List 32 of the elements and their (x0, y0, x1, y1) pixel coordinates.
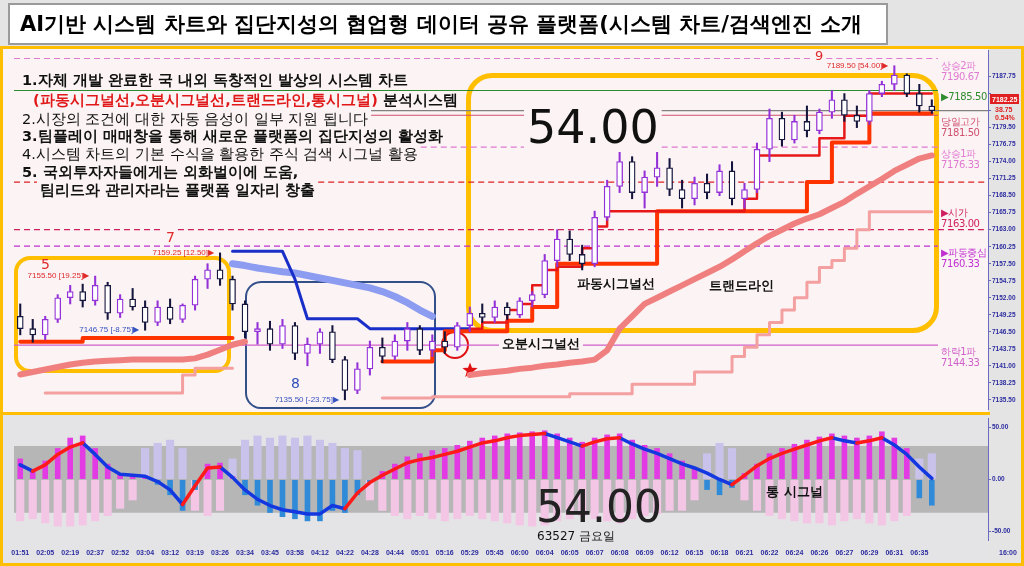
annotation: 8 (291, 375, 300, 391)
annotation: 7 (166, 229, 175, 245)
annotation: 7159.25 [12.50]▶ (152, 248, 216, 258)
annotation: 2.시장의 조건에 대한 자동 음성이 일부 지원 됩니다 (22, 111, 369, 127)
annotation: 통 시그널 (766, 484, 823, 499)
annotation: 팀리드와 관리자라는 플랫폼 일자리 창출 (40, 182, 316, 198)
annotation: 54.00 (527, 100, 659, 154)
ref-line-label: ▶7185.50 (941, 91, 987, 103)
chart-title: AI기반 시스템 차트와 집단지성의 협업형 데이터 공유 플랫폼(시스템 차트/검색엔진 소개 (20, 11, 863, 38)
annotation: 5 (41, 256, 50, 272)
ref-line-label: 상승2파 7190.67 (941, 59, 981, 82)
annotation: 5. 국외투자자들에게는 외화벌이에 도움, (22, 164, 299, 180)
annotation: 4.시스템 차트의 기본 수식을 활용한 주식 검색 시그널 활용 (22, 146, 418, 162)
ref-line-label: ▶파동중심 7160.33 (941, 247, 987, 270)
annotation: 63527 금요일 (537, 529, 615, 543)
annotation: 3.팀플레이 매매창을 통해 새로운 플랫폼의 집단지성의 활성화 (22, 128, 443, 144)
annotation: 7155.50 [19.25]▶ (27, 271, 91, 281)
annotation: 7189.50 [54.00]▶ (826, 60, 890, 70)
ref-line-label: 당일고가 7181.50 (941, 116, 981, 139)
annotation: (파동시그널선,오분시그널선,트랜드라인,통시그널) (33, 92, 378, 108)
annotation: 7135.50 [-23.75]▶ (274, 395, 340, 405)
annotation: 파동시그널선 (577, 276, 655, 291)
annotation: 9 (815, 48, 824, 63)
annotation: 분석시스템 (382, 92, 458, 108)
ref-line-label: 하락1파 7144.33 (941, 346, 981, 369)
annotation: 54.00 (536, 481, 662, 532)
annotation: 1.자체 개발 완료한 국 내외 독창적인 발상의 시스템 차트 (22, 72, 408, 88)
ref-line-label: 상승1파 7176.33 (941, 148, 981, 171)
ref-line-label: ▶시가 7163.00 (941, 206, 981, 229)
annotation: 오분시그널선 (502, 336, 580, 351)
annotation: 7146.75 [-8.75]▶ (79, 325, 141, 335)
annotation: 트랜드라인 (709, 278, 774, 293)
